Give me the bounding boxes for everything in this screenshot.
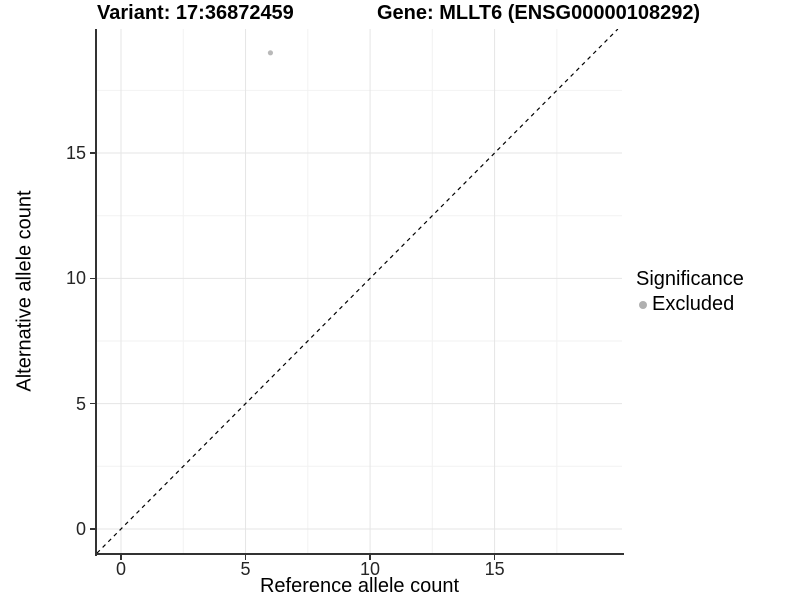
- x-axis-tick-label: 5: [240, 559, 251, 579]
- data-point: [267, 50, 274, 56]
- plot-area-svg: [97, 29, 622, 554]
- x-axis-line: [95, 553, 624, 555]
- x-axis-tick: [244, 555, 247, 560]
- y-axis-tick: [90, 152, 95, 154]
- x-axis-tick: [120, 555, 122, 560]
- y-axis-title: Alternative allele count: [13, 190, 36, 392]
- legend: Significance Excluded: [636, 268, 744, 316]
- legend-item-label: Excluded: [652, 293, 735, 315]
- x-axis-tick-label: 0: [115, 559, 126, 579]
- x-axis-title: Reference allele count: [259, 575, 459, 597]
- legend-title: Significance: [636, 268, 744, 290]
- x-axis-tick-label: 10: [360, 559, 381, 579]
- y-axis-tick-label: 10: [65, 268, 86, 289]
- legend-item-excluded: Excluded: [636, 293, 744, 316]
- plot-title-gene: Gene: MLLT6 (ENSG00000108292): [377, 2, 701, 24]
- x-axis-tick: [493, 555, 496, 560]
- y-axis-tick: [90, 528, 95, 530]
- y-axis-tick-label: 15: [65, 143, 86, 164]
- plot-panel: [97, 29, 622, 554]
- y-axis-line: [95, 29, 97, 556]
- plot-title-variant: Variant: 17:36872459: [97, 2, 294, 24]
- legend-key-dot-icon: [639, 300, 647, 309]
- y-axis-tick-label: 0: [75, 518, 86, 539]
- y-axis-tick: [90, 402, 95, 405]
- x-axis-tick: [369, 555, 371, 560]
- x-axis-tick-label: 15: [484, 559, 505, 579]
- identity-reference-line: [97, 29, 619, 554]
- y-axis-tick-label: 5: [75, 393, 86, 414]
- y-axis-tick: [90, 277, 95, 280]
